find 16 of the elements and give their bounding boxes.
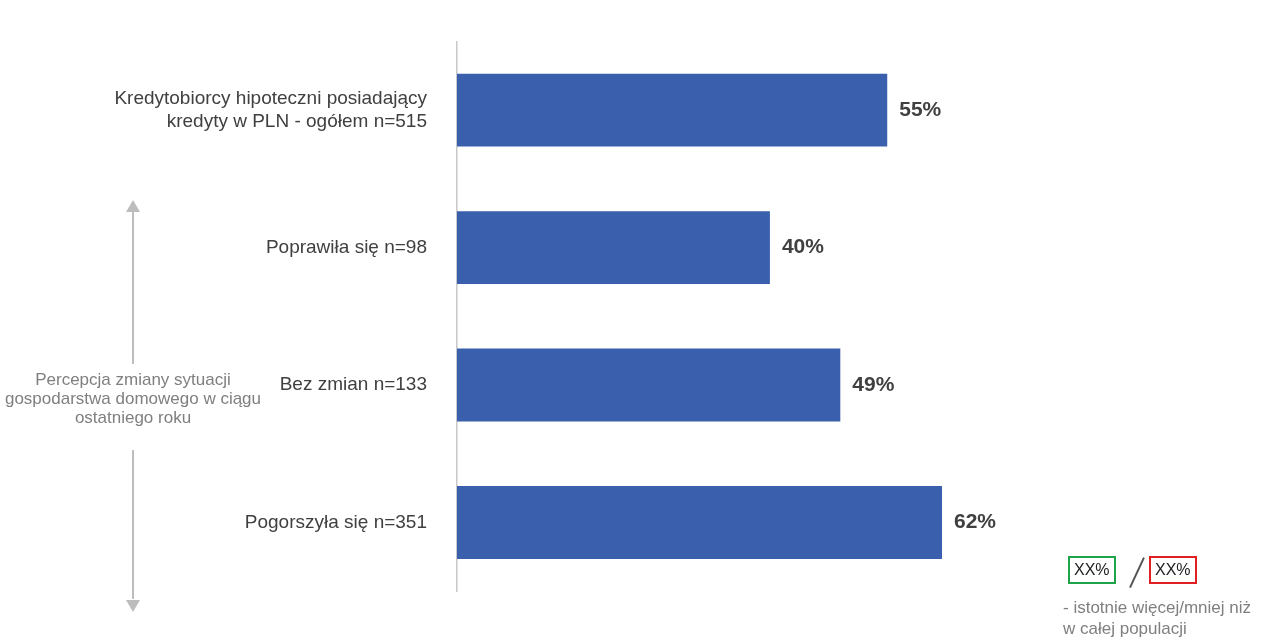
framed-label: XX%	[1068, 556, 1116, 584]
data-label: 55%	[899, 96, 942, 120]
data-label: 62%	[954, 509, 997, 533]
y-tick-label: Pogorszyła się n=351	[244, 510, 427, 532]
y-tick-label: Bez zmian n=133	[279, 373, 427, 395]
text: Percepcja zmiany sytuacji gospodarstwa domowego w ciągu ostatniego roku	[3, 370, 263, 427]
bar	[457, 73, 888, 147]
bar	[457, 348, 841, 422]
bar	[457, 211, 770, 284]
text: - istotnie więcej/mniej niż w całej populacji	[1063, 597, 1252, 639]
y-tick-label: Poprawiła się n=98	[265, 235, 427, 257]
framed-label: XX%	[1149, 556, 1197, 584]
data-label: 40%	[781, 234, 825, 258]
bar	[457, 486, 942, 559]
y-tick-label: Kredytobiorcy hipoteczni posiadający kredyty w PLN - ogółem n=515	[114, 86, 428, 131]
data-label: 49%	[852, 371, 895, 395]
